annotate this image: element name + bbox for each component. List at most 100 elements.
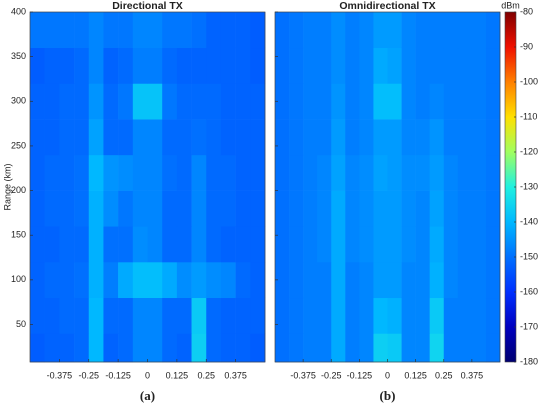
heat-cell [471,190,487,227]
colorbar-tick-label: -180 [520,356,538,366]
heat-cell [132,297,148,334]
colorbar-label: dBm [501,0,520,10]
heat-cell [88,262,104,299]
heat-cell [74,333,90,363]
heat-cell [303,262,318,299]
heat-cell [275,190,290,227]
x-tick-label: -0.375 [47,370,73,380]
heat-cell [359,83,374,120]
heat-cell [59,297,75,334]
heat-cell [235,297,251,334]
heat-cell [401,47,416,84]
heat-cell [206,297,222,334]
heat-cell [88,83,104,120]
heat-cell [275,47,290,84]
heat-cell [415,83,430,120]
heat-cell [147,333,163,363]
heat-cell [457,47,473,84]
heat-cell [415,190,430,227]
colorbar-tick-label: -160 [520,286,538,296]
heat-cell [220,226,236,263]
heat-cell [191,154,207,191]
heat-cell [415,333,430,363]
heat-cell [485,47,501,84]
heat-cell [331,297,346,334]
heat-cell [103,226,119,263]
heat-cell [317,226,332,263]
heat-cell [373,119,388,156]
heat-cell [331,119,346,156]
heat-cell [191,262,207,299]
heat-cell [59,333,75,363]
heat-cell [235,83,251,120]
y-tick-label: 300 [11,96,26,106]
heat-cell [191,297,207,334]
heat-cell [429,226,445,263]
heat-cell [176,83,192,120]
heat-cell [250,333,266,363]
heat-cell [443,226,459,263]
heat-cell [317,190,332,227]
heat-cell [443,262,459,299]
heat-cell [88,190,104,227]
heat-cell [191,83,207,120]
heat-cell [191,190,207,227]
heat-cell [443,47,459,84]
heat-cell [275,262,290,299]
heat-cell [59,12,75,49]
heat-cell [443,190,459,227]
heat-cell [471,83,487,120]
heat-cell [387,333,402,363]
heat-cell [147,83,163,120]
heat-cell [176,226,192,263]
heat-cell [44,190,60,227]
heat-cell [443,12,459,49]
heat-cell [132,83,148,120]
heat-cell [457,83,473,120]
heat-cell [250,297,266,334]
heat-cell [345,226,360,263]
heat-cell [88,47,104,84]
heat-cell [331,154,346,191]
heat-cell [359,262,374,299]
heat-cell [176,119,192,156]
heat-cell [88,12,104,49]
panel-caption: (b) [380,388,396,403]
colorbar-tick-label: -100 [520,76,538,86]
heat-cell [457,297,473,334]
heat-cell [331,47,346,84]
heat-cell [74,154,90,191]
heat-cell [289,154,304,191]
heat-cell [162,333,178,363]
heat-cell [331,262,346,299]
heat-cell [415,119,430,156]
heat-cell [103,154,119,191]
heat-cell [250,12,266,49]
heat-cell [206,190,222,227]
heat-cell [443,83,459,120]
heat-cell [220,297,236,334]
heat-cell [118,226,134,263]
heat-cell [387,190,402,227]
x-tick-label: -0.25 [321,370,342,380]
heat-cell [162,154,178,191]
heat-cell [74,119,90,156]
colorbar-tick-label: -170 [520,321,538,331]
heat-cell [401,333,416,363]
heat-cell [485,262,501,299]
heat-cell [103,297,119,334]
heat-cell [220,262,236,299]
heat-cell [147,154,163,191]
heat-cell [303,226,318,263]
heat-cell [429,190,445,227]
heat-cell [401,226,416,263]
heat-cell [30,262,45,299]
heat-cell [206,83,222,120]
heat-cell [88,154,104,191]
heat-cell [235,119,251,156]
heat-cell [206,47,222,84]
x-tick-label: 0.375 [461,370,484,380]
heat-cell [317,83,332,120]
heat-cell [471,297,487,334]
heat-cell [44,297,60,334]
